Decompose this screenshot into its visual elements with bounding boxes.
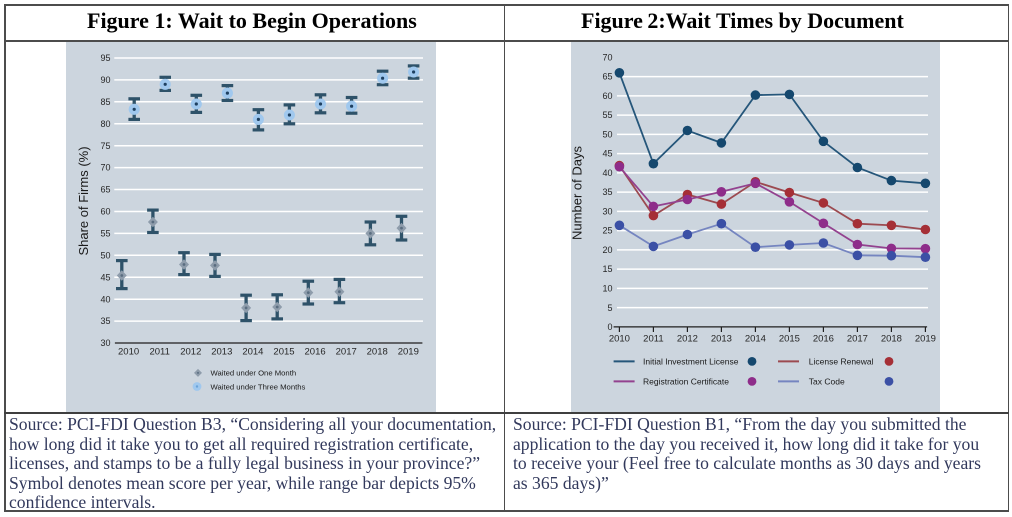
svg-text:2011: 2011 [149, 347, 169, 358]
svg-text:55: 55 [602, 110, 612, 120]
svg-text:35: 35 [100, 316, 110, 326]
svg-text:55: 55 [100, 229, 110, 239]
svg-text:90: 90 [100, 75, 110, 85]
svg-text:60: 60 [100, 207, 110, 217]
svg-text:Initial Investment License: Initial Investment License [643, 356, 739, 366]
svg-text:35: 35 [602, 187, 612, 197]
svg-text:65: 65 [100, 185, 110, 195]
svg-text:2010: 2010 [118, 347, 139, 358]
svg-text:40: 40 [100, 294, 110, 304]
svg-text:Tax Code: Tax Code [809, 376, 845, 386]
svg-text:85: 85 [100, 97, 110, 107]
svg-text:45: 45 [100, 272, 110, 282]
svg-text:Number of Days: Number of Days [571, 146, 585, 240]
svg-text:2013: 2013 [711, 334, 732, 345]
svg-text:65: 65 [602, 72, 612, 82]
svg-text:2012: 2012 [180, 347, 201, 358]
svg-text:2015: 2015 [273, 347, 294, 358]
svg-text:10: 10 [602, 284, 612, 294]
svg-text:2017: 2017 [847, 334, 868, 345]
svg-text:15: 15 [602, 264, 612, 274]
svg-text:2012: 2012 [677, 334, 698, 345]
svg-text:2013: 2013 [211, 347, 232, 358]
svg-text:75: 75 [100, 141, 110, 151]
svg-text:2014: 2014 [242, 347, 263, 358]
svg-text:2019: 2019 [398, 347, 419, 358]
svg-text:5: 5 [607, 303, 612, 313]
svg-text:70: 70 [602, 53, 612, 63]
svg-text:Share of Firms (%): Share of Firms (%) [76, 146, 91, 255]
svg-text:2016: 2016 [813, 334, 834, 345]
svg-text:Waited under Three Months: Waited under Three Months [211, 382, 306, 391]
svg-text:95: 95 [100, 53, 110, 63]
svg-text:45: 45 [602, 149, 612, 159]
svg-text:2017: 2017 [336, 347, 357, 358]
svg-text:30: 30 [602, 207, 612, 217]
svg-text:80: 80 [100, 119, 110, 129]
svg-text:2019: 2019 [915, 334, 936, 345]
svg-text:30: 30 [100, 338, 110, 348]
svg-text:2010: 2010 [609, 334, 630, 345]
svg-text:50: 50 [100, 250, 110, 260]
svg-text:70: 70 [100, 163, 110, 173]
svg-text:2018: 2018 [881, 334, 902, 345]
svg-text:50: 50 [602, 130, 612, 140]
svg-text:2011: 2011 [643, 334, 663, 345]
svg-text:0: 0 [607, 322, 612, 332]
svg-text:Registration Certificate: Registration Certificate [643, 376, 729, 386]
svg-text:Waited under One Month: Waited under One Month [211, 369, 297, 378]
svg-text:25: 25 [602, 226, 612, 236]
svg-text:2015: 2015 [779, 334, 800, 345]
svg-text:40: 40 [602, 168, 612, 178]
svg-text:2014: 2014 [745, 334, 766, 345]
svg-text:2016: 2016 [305, 347, 326, 358]
svg-text:60: 60 [602, 91, 612, 101]
svg-text:20: 20 [602, 245, 612, 255]
svg-text:2018: 2018 [367, 347, 388, 358]
svg-text:License Renewal: License Renewal [809, 356, 874, 366]
